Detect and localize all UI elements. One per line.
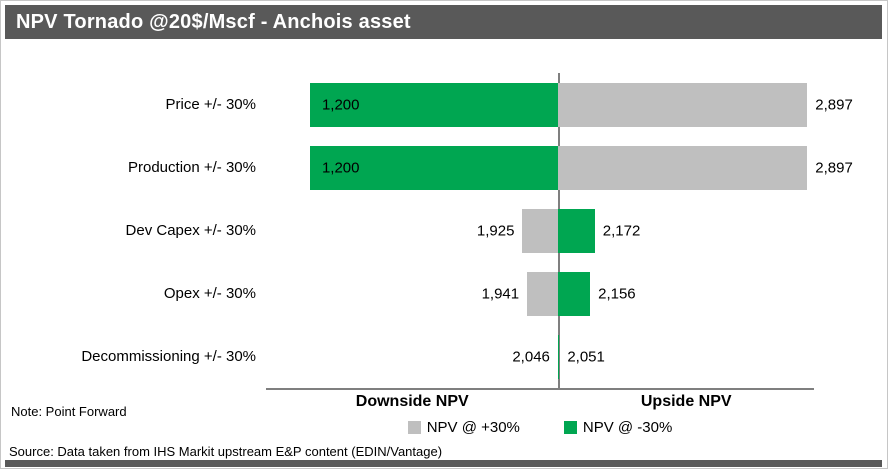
title-bar: NPV Tornado @20$/Mscf - Anchois asset: [5, 5, 882, 39]
bar-downside: [522, 208, 559, 253]
note-text: Note: Point Forward: [11, 404, 127, 419]
x-axis-line: [266, 388, 814, 390]
bar-downside: [557, 334, 559, 379]
chart-row: Dev Capex +/- 30% 1,925 2,172: [1, 199, 887, 262]
category-label: Production +/- 30%: [128, 159, 256, 176]
x-axis-labels: Downside NPV Upside NPV: [266, 393, 814, 411]
value-label-downside: 1,200: [321, 159, 360, 176]
bar-area: 1,200 2,897: [266, 136, 853, 199]
bar-downside: [527, 271, 559, 316]
category-label: Dev Capex +/- 30%: [125, 222, 256, 239]
chart-row: Decommissioning +/- 30% 2,046 2,051: [1, 325, 887, 388]
bottom-bar: [5, 460, 882, 467]
legend-label: NPV @ +30%: [426, 419, 520, 436]
value-label-downside: 2,046: [512, 348, 550, 365]
bar-upside: [558, 208, 595, 253]
tornado-chart: Price +/- 30% 1,200 2,897 Production +/-…: [1, 73, 887, 388]
bar-upside: [558, 334, 560, 379]
chart-row: Price +/- 30% 1,200 2,897: [1, 73, 887, 136]
value-label-upside: 2,172: [602, 222, 641, 239]
bar-area: 1,925 2,172: [266, 199, 814, 262]
axis-label-downside: Downside NPV: [355, 393, 469, 410]
legend-swatch: [407, 421, 421, 434]
chart-title: NPV Tornado @20$/Mscf - Anchois asset: [16, 10, 411, 33]
legend-item: NPV @ -30%: [563, 419, 673, 436]
value-label-downside: 1,925: [476, 222, 515, 239]
bar-upside: [558, 82, 808, 127]
category-label: Price +/- 30%: [165, 96, 256, 113]
value-label-upside: 2,156: [598, 285, 636, 302]
bar-upside: [558, 145, 808, 190]
chart-row: Production +/- 30% 1,200 2,897: [1, 136, 887, 199]
bar-area: 1,941 2,156: [266, 262, 814, 325]
legend: NPV @ +30% NPV @ -30%: [266, 419, 814, 436]
value-label-downside: 1,200: [321, 96, 360, 113]
value-label-upside: 2,051: [567, 348, 605, 365]
value-label-upside: 2,897: [815, 96, 853, 113]
bar-area: 1,200 2,897: [266, 73, 853, 136]
value-label-downside: 1,941: [481, 285, 520, 302]
axis-label-upside: Upside NPV: [640, 393, 732, 410]
bar-downside: [309, 145, 559, 190]
value-label-upside: 2,897: [815, 159, 853, 176]
bar-area: 2,046 2,051: [266, 325, 814, 388]
category-label: Opex +/- 30%: [163, 285, 256, 302]
chart-row: Opex +/- 30% 1,941 2,156: [1, 262, 887, 325]
legend-label: NPV @ -30%: [582, 419, 673, 436]
source-text: Source: Data taken from IHS Markit upstr…: [9, 444, 443, 459]
category-label: Decommissioning +/- 30%: [81, 348, 256, 365]
bar-upside: [558, 271, 591, 316]
legend-item: NPV @ +30%: [407, 419, 520, 436]
legend-swatch: [563, 421, 577, 434]
bar-downside: [309, 82, 559, 127]
